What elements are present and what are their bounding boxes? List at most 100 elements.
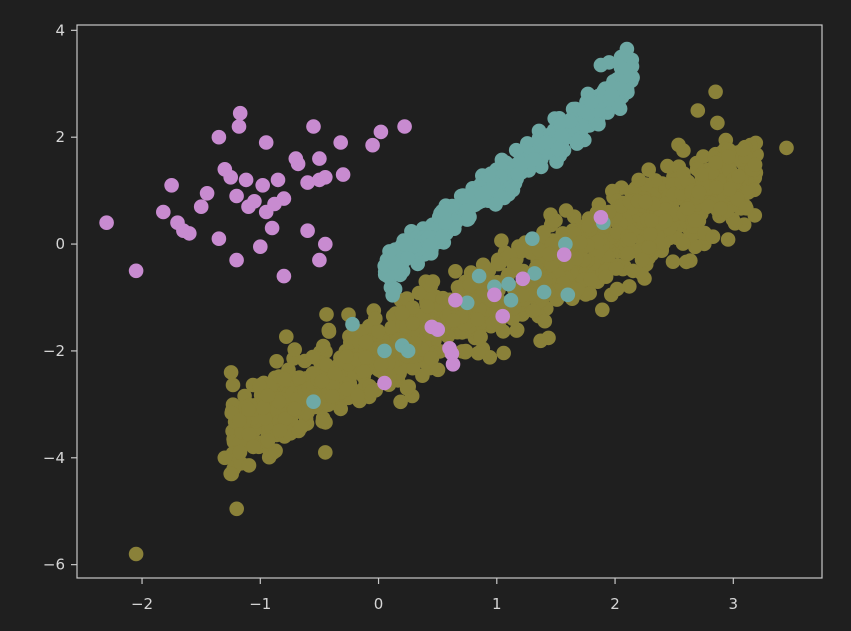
scatter-point-series-1 (713, 201, 728, 216)
scatter-point-series-2 (550, 142, 566, 157)
x-axis: −2 −1 0 1 2 3 (131, 578, 738, 613)
scatter-point-series-1 (318, 445, 333, 460)
scatter-point-series-3 (229, 252, 244, 268)
scatter-point-series-3 (99, 215, 114, 230)
scatter-point-series-1 (700, 199, 716, 214)
scatter-point-series-1 (350, 388, 365, 404)
scatter-point-series-3 (444, 346, 460, 361)
scatter-point-series-1 (581, 218, 596, 234)
scatter-point-series-1 (741, 185, 756, 200)
scatter-point-series-1 (536, 225, 551, 240)
scatter-point-series-2 (480, 168, 496, 183)
scatter-point-series-3 (232, 105, 248, 121)
plot-frame (76, 24, 823, 579)
scatter-point-series-1 (276, 371, 292, 387)
scatter-point-series-3 (290, 156, 306, 172)
scatter-point-series-3 (270, 172, 286, 188)
scatter-point-series-3 (276, 191, 292, 206)
scatter-point-series-2 (345, 316, 360, 332)
scatter-point-series-1 (232, 413, 247, 428)
scatter-point-series-3 (247, 194, 262, 209)
scatter-point-series-1 (658, 213, 673, 229)
scatter-point-series-1 (638, 194, 653, 210)
scatter-point-series-1 (494, 233, 509, 248)
scatter-point-series-1 (687, 239, 703, 255)
scatter-point-series-1 (537, 313, 553, 329)
scatter-point-series-2 (604, 87, 619, 102)
scatter-point-series-1 (721, 149, 736, 165)
scatter-point-series-2 (613, 49, 629, 65)
scatter-point-series-1 (364, 384, 379, 399)
scatter-point-series-1 (473, 329, 488, 345)
scatter-point-series-1 (730, 191, 745, 207)
scatter-point-series-1 (608, 261, 624, 276)
scatter-point-series-3 (333, 135, 349, 150)
scatter-point-series-1 (583, 272, 598, 287)
scatter-point-series-2 (584, 94, 599, 110)
scatter-point-series-1 (394, 306, 410, 322)
scatter-point-series-1 (595, 302, 610, 318)
scatter-point-series-1 (268, 443, 283, 459)
scatter-point-series-2 (591, 116, 606, 132)
scatter-point-series-1 (373, 357, 389, 373)
scatter-point-series-1 (722, 181, 737, 197)
scatter-point-series-1 (470, 312, 486, 327)
scatter-point-series-2 (386, 256, 401, 271)
scatter-point-series-3 (312, 252, 327, 268)
scatter-point-series-3 (312, 151, 327, 166)
scatter-point-series-2 (527, 266, 542, 281)
scatter-point-series-1 (679, 254, 694, 270)
scatter-point-series-1 (269, 354, 284, 369)
scatter-point-series-2 (471, 268, 487, 284)
scatter-point-series-1 (475, 257, 491, 273)
scatter-point-series-3 (300, 175, 315, 190)
scatter-point-series-1 (287, 342, 303, 357)
scatter-point-series-1 (358, 334, 374, 350)
scatter-point-series-1 (509, 322, 525, 338)
scatter-point-series-3 (156, 204, 171, 220)
scatter-point-series-1 (325, 389, 340, 404)
scatter-point-series-1 (339, 381, 355, 397)
scatter-point-series-2 (580, 105, 596, 121)
scatter-point-series-1 (277, 411, 293, 427)
scatter-point-series-1 (333, 401, 349, 417)
scatter-point-series-1 (747, 157, 763, 172)
x-tick-label: 1 (492, 595, 502, 613)
scatter-point-series-3 (306, 119, 321, 134)
scatter-point-series-1 (643, 226, 658, 242)
scatter-point-series-1 (315, 414, 331, 429)
scatter-point-series-1 (368, 311, 383, 326)
scatter-point-series-2 (560, 287, 576, 303)
y-tick-label: −6 (43, 556, 65, 574)
scatter-point-series-1 (229, 501, 244, 517)
scatter-point-series-2 (434, 229, 450, 245)
scatter-point-series-3 (397, 119, 412, 134)
scatter-point-series-2 (444, 198, 460, 214)
scatter-point-series-1 (458, 343, 474, 359)
scatter-point-series-1 (675, 236, 691, 251)
scatter-point-series-1 (305, 349, 321, 365)
scatter-point-series-3 (593, 210, 609, 225)
x-tick-label: 3 (729, 595, 739, 613)
x-tick-label: −2 (131, 595, 153, 613)
scatter-point-series-1 (694, 167, 709, 182)
scatter-point-series-1 (241, 458, 257, 473)
scatter-point-series-3 (445, 357, 461, 372)
scatter-point-series-1 (217, 450, 233, 466)
scatter-point-series-1 (620, 246, 636, 262)
y-axis: 4 2 0 −2 −4 −6 (43, 21, 77, 574)
scatter-point-series-1 (321, 322, 337, 338)
scatter-point-series-1 (731, 169, 746, 184)
scatter-point-series-2 (422, 238, 438, 254)
scatter-point-series-1 (739, 201, 754, 216)
scatter-point-series-3 (255, 178, 270, 193)
scatter-point-series-3 (164, 178, 179, 193)
scatter-point-series-1 (708, 84, 723, 100)
scatter-point-series-1 (339, 349, 354, 364)
scatter-point-series-1 (260, 388, 276, 403)
scatter-point-series-3 (252, 239, 268, 254)
scatter-point-series-1 (710, 115, 725, 131)
scatter-point-series-1 (558, 203, 574, 218)
scatter-point-series-1 (241, 427, 257, 442)
